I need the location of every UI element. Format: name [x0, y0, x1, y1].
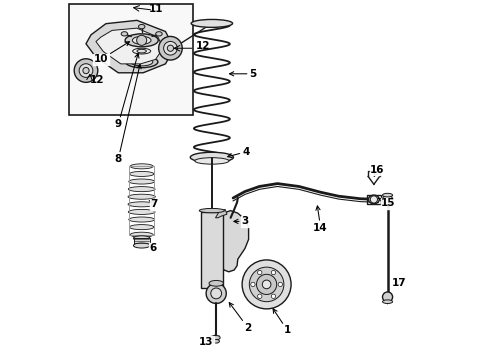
- Ellipse shape: [129, 225, 154, 230]
- Circle shape: [164, 41, 177, 55]
- Ellipse shape: [128, 186, 155, 192]
- Text: 8: 8: [115, 64, 141, 164]
- Circle shape: [137, 35, 147, 45]
- Circle shape: [383, 195, 392, 205]
- Circle shape: [258, 270, 262, 275]
- Ellipse shape: [125, 56, 158, 68]
- Ellipse shape: [383, 193, 392, 197]
- Text: 7: 7: [149, 199, 158, 210]
- Circle shape: [258, 294, 262, 298]
- Ellipse shape: [213, 339, 220, 343]
- Ellipse shape: [127, 46, 156, 56]
- Ellipse shape: [199, 208, 224, 213]
- Circle shape: [383, 292, 392, 302]
- Bar: [367, 195, 381, 204]
- Text: 12: 12: [196, 41, 210, 51]
- Ellipse shape: [209, 280, 223, 286]
- Text: 3: 3: [234, 216, 248, 226]
- Ellipse shape: [129, 171, 154, 176]
- Bar: [134, 238, 149, 246]
- Circle shape: [159, 36, 182, 60]
- Text: 15: 15: [379, 198, 395, 208]
- Ellipse shape: [125, 34, 158, 47]
- Ellipse shape: [128, 210, 155, 215]
- Ellipse shape: [130, 164, 153, 169]
- Circle shape: [370, 196, 377, 203]
- Circle shape: [242, 260, 291, 309]
- Polygon shape: [216, 210, 227, 218]
- Circle shape: [79, 64, 93, 77]
- Text: 17: 17: [392, 278, 406, 288]
- Text: 16: 16: [370, 165, 385, 176]
- Circle shape: [206, 283, 226, 303]
- Circle shape: [74, 59, 98, 82]
- Bar: [201, 212, 222, 288]
- Text: 14: 14: [313, 206, 328, 233]
- Circle shape: [249, 267, 284, 302]
- Ellipse shape: [212, 336, 220, 340]
- Ellipse shape: [383, 300, 392, 303]
- Ellipse shape: [156, 32, 162, 36]
- Bar: [129, 166, 154, 235]
- Ellipse shape: [130, 58, 153, 66]
- Text: 6: 6: [149, 243, 157, 253]
- Text: 1: 1: [273, 309, 291, 336]
- Ellipse shape: [130, 232, 153, 237]
- Polygon shape: [86, 21, 174, 73]
- Ellipse shape: [128, 202, 155, 207]
- Polygon shape: [96, 28, 163, 64]
- Ellipse shape: [368, 195, 379, 204]
- Text: 10: 10: [94, 42, 129, 64]
- Ellipse shape: [121, 32, 127, 36]
- Text: 13: 13: [199, 335, 215, 347]
- Text: 5: 5: [229, 69, 257, 79]
- Text: 11: 11: [148, 4, 163, 14]
- Circle shape: [271, 270, 275, 275]
- Ellipse shape: [128, 194, 155, 199]
- Ellipse shape: [133, 243, 150, 248]
- Text: 2: 2: [229, 303, 251, 333]
- Circle shape: [168, 45, 173, 51]
- Ellipse shape: [137, 49, 147, 53]
- Circle shape: [211, 288, 221, 299]
- Ellipse shape: [195, 158, 229, 164]
- Circle shape: [278, 282, 282, 287]
- Circle shape: [251, 282, 255, 287]
- Ellipse shape: [129, 217, 154, 222]
- Ellipse shape: [133, 48, 151, 54]
- Circle shape: [257, 274, 277, 294]
- Ellipse shape: [129, 179, 154, 184]
- Text: 4: 4: [228, 147, 249, 158]
- Ellipse shape: [133, 236, 150, 241]
- Text: 9: 9: [115, 54, 139, 129]
- Ellipse shape: [190, 152, 233, 162]
- Polygon shape: [215, 211, 248, 272]
- Ellipse shape: [132, 36, 151, 44]
- Circle shape: [83, 67, 89, 74]
- Bar: [69, 4, 193, 115]
- Ellipse shape: [139, 24, 145, 29]
- Circle shape: [262, 280, 271, 289]
- Circle shape: [271, 294, 275, 298]
- Ellipse shape: [191, 19, 233, 27]
- Text: 12: 12: [90, 75, 104, 85]
